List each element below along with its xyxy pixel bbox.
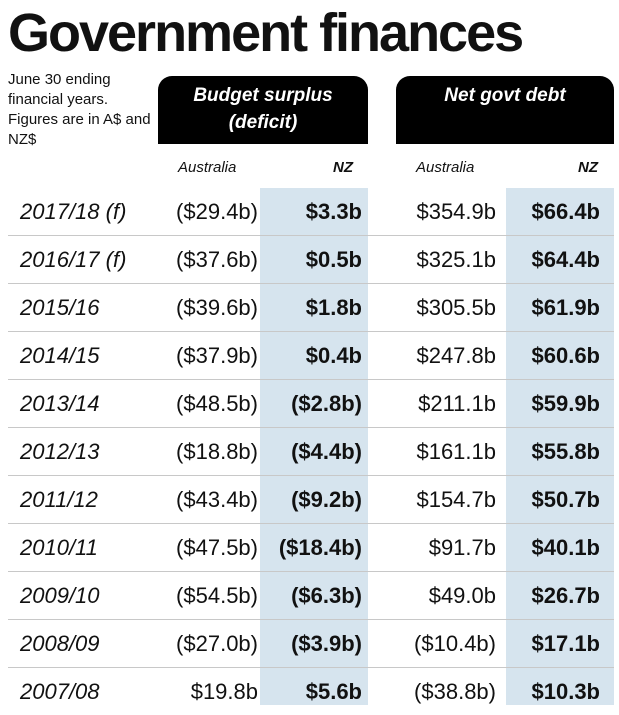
debt-nz-cell: $61.9b	[531, 295, 601, 320]
surplus-nz-cell: $0.4b	[305, 343, 362, 368]
year-cell: 2014/15	[20, 343, 100, 368]
nz-debt-highlight	[506, 188, 614, 705]
year-cell: 2011/12	[20, 487, 98, 512]
year-cell: 2008/09	[20, 631, 100, 656]
surplus-australia-cell: ($47.5b)	[176, 535, 258, 560]
year-cell: 2012/13	[20, 439, 100, 464]
budget-surplus-header: Budget surplus (deficit)	[158, 76, 368, 144]
surplus-nz-cell: ($9.2b)	[291, 487, 362, 512]
surplus-australia-cell: ($37.6b)	[176, 247, 258, 272]
surplus-australia-cell: ($48.5b)	[176, 391, 258, 416]
debt-australia-cell: $305.5b	[416, 295, 496, 320]
surplus-nz-cell: $0.5b	[305, 247, 362, 272]
debt-nz-cell: $50.7b	[531, 487, 601, 512]
surplus-australia-cell: $19.8b	[190, 679, 258, 704]
year-cell: 2009/10	[20, 583, 100, 608]
debt-australia-cell: $49.0b	[428, 583, 496, 608]
surplus-australia-cell: ($43.4b)	[176, 487, 258, 512]
debt-nz-cell: $59.9b	[531, 391, 601, 416]
finance-table: 2017/18 (f) ($29.4b) $3.3b $354.9b $66.4b 201…	[8, 188, 614, 715]
surplus-nz-cell: ($4.4b)	[291, 439, 362, 464]
nz-surplus-highlight	[260, 188, 368, 705]
surplus-australia-cell: ($29.4b)	[176, 199, 258, 224]
explanatory-note: June 30 ending financial years. Figures …	[8, 71, 151, 148]
subhead-debt-australia: Australia	[416, 159, 475, 176]
surplus-nz-cell: $5.6b	[305, 679, 362, 704]
debt-australia-cell: $211.1b	[418, 391, 496, 416]
table-row: 2015/16 ($39.6b) $1.8b $305.5b $61.9b	[8, 284, 614, 332]
table-row: 2017/18 (f) ($29.4b) $3.3b $354.9b $66.4b	[8, 188, 614, 236]
net-debt-header: Net govt debt	[396, 76, 614, 144]
table-row: 2007/08 $19.8b $5.6b ($38.8b) $10.3b	[8, 668, 614, 715]
debt-nz-cell: $60.6b	[531, 343, 601, 368]
debt-australia-cell: $154.7b	[416, 487, 496, 512]
surplus-nz-cell: $1.8b	[305, 295, 362, 320]
year-cell: 2007/08	[20, 679, 100, 704]
surplus-nz-cell: ($6.3b)	[291, 583, 362, 608]
surplus-nz-cell: $3.3b	[305, 199, 362, 224]
table-row: 2011/12 ($43.4b) ($9.2b) $154.7b $50.7b	[8, 476, 614, 524]
surplus-nz-cell: ($18.4b)	[278, 535, 362, 560]
table-row: 2010/11 ($47.5b) ($18.4b) $91.7b $40.1b	[8, 524, 614, 572]
year-cell: 2013/14	[20, 391, 100, 416]
subhead-surplus-nz: NZ	[333, 159, 353, 176]
year-cell: 2015/16	[20, 295, 100, 320]
debt-australia-cell: ($38.8b)	[414, 679, 496, 704]
debt-australia-cell: $91.7b	[428, 535, 496, 560]
surplus-nz-cell: ($2.8b)	[291, 391, 362, 416]
debt-australia-cell: ($10.4b)	[414, 631, 496, 656]
surplus-australia-cell: ($37.9b)	[176, 343, 258, 368]
debt-nz-cell: $17.1b	[531, 631, 601, 656]
year-cell: 2010/11	[20, 535, 98, 560]
table-row: 2014/15 ($37.9b) $0.4b $247.8b $60.6b	[8, 332, 614, 380]
debt-nz-cell: $40.1b	[531, 535, 601, 560]
surplus-australia-cell: ($18.8b)	[176, 439, 258, 464]
debt-nz-cell: $55.8b	[531, 439, 601, 464]
surplus-nz-cell: ($3.9b)	[291, 631, 362, 656]
debt-nz-cell: $66.4b	[531, 199, 601, 224]
debt-australia-cell: $325.1b	[416, 247, 496, 272]
debt-australia-cell: $354.9b	[416, 199, 496, 224]
debt-australia-cell: $247.8b	[416, 343, 496, 368]
debt-australia-cell: $161.1b	[416, 439, 496, 464]
table-row: 2008/09 ($27.0b) ($3.9b) ($10.4b) $17.1b	[8, 620, 614, 668]
table-row: 2012/13 ($18.8b) ($4.4b) $161.1b $55.8b	[8, 428, 614, 476]
table-row: 2016/17 (f) ($37.6b) $0.5b $325.1b $64.4b	[8, 236, 614, 284]
debt-nz-cell: $64.4b	[531, 247, 601, 272]
table-row: 2013/14 ($48.5b) ($2.8b) $211.1b $59.9b	[8, 380, 614, 428]
surplus-australia-cell: ($27.0b)	[176, 631, 258, 656]
debt-nz-cell: $26.7b	[531, 583, 601, 608]
year-cell: 2016/17 (f)	[20, 247, 127, 272]
subhead-debt-nz: NZ	[578, 159, 598, 176]
page-title: Government finances	[8, 3, 524, 63]
year-cell: 2017/18 (f)	[20, 199, 127, 224]
subhead-surplus-australia: Australia	[178, 159, 237, 176]
surplus-australia-cell: ($39.6b)	[176, 295, 258, 320]
surplus-australia-cell: ($54.5b)	[176, 583, 258, 608]
debt-nz-cell: $10.3b	[531, 679, 601, 704]
table-row: 2009/10 ($54.5b) ($6.3b) $49.0b $26.7b	[8, 572, 614, 620]
